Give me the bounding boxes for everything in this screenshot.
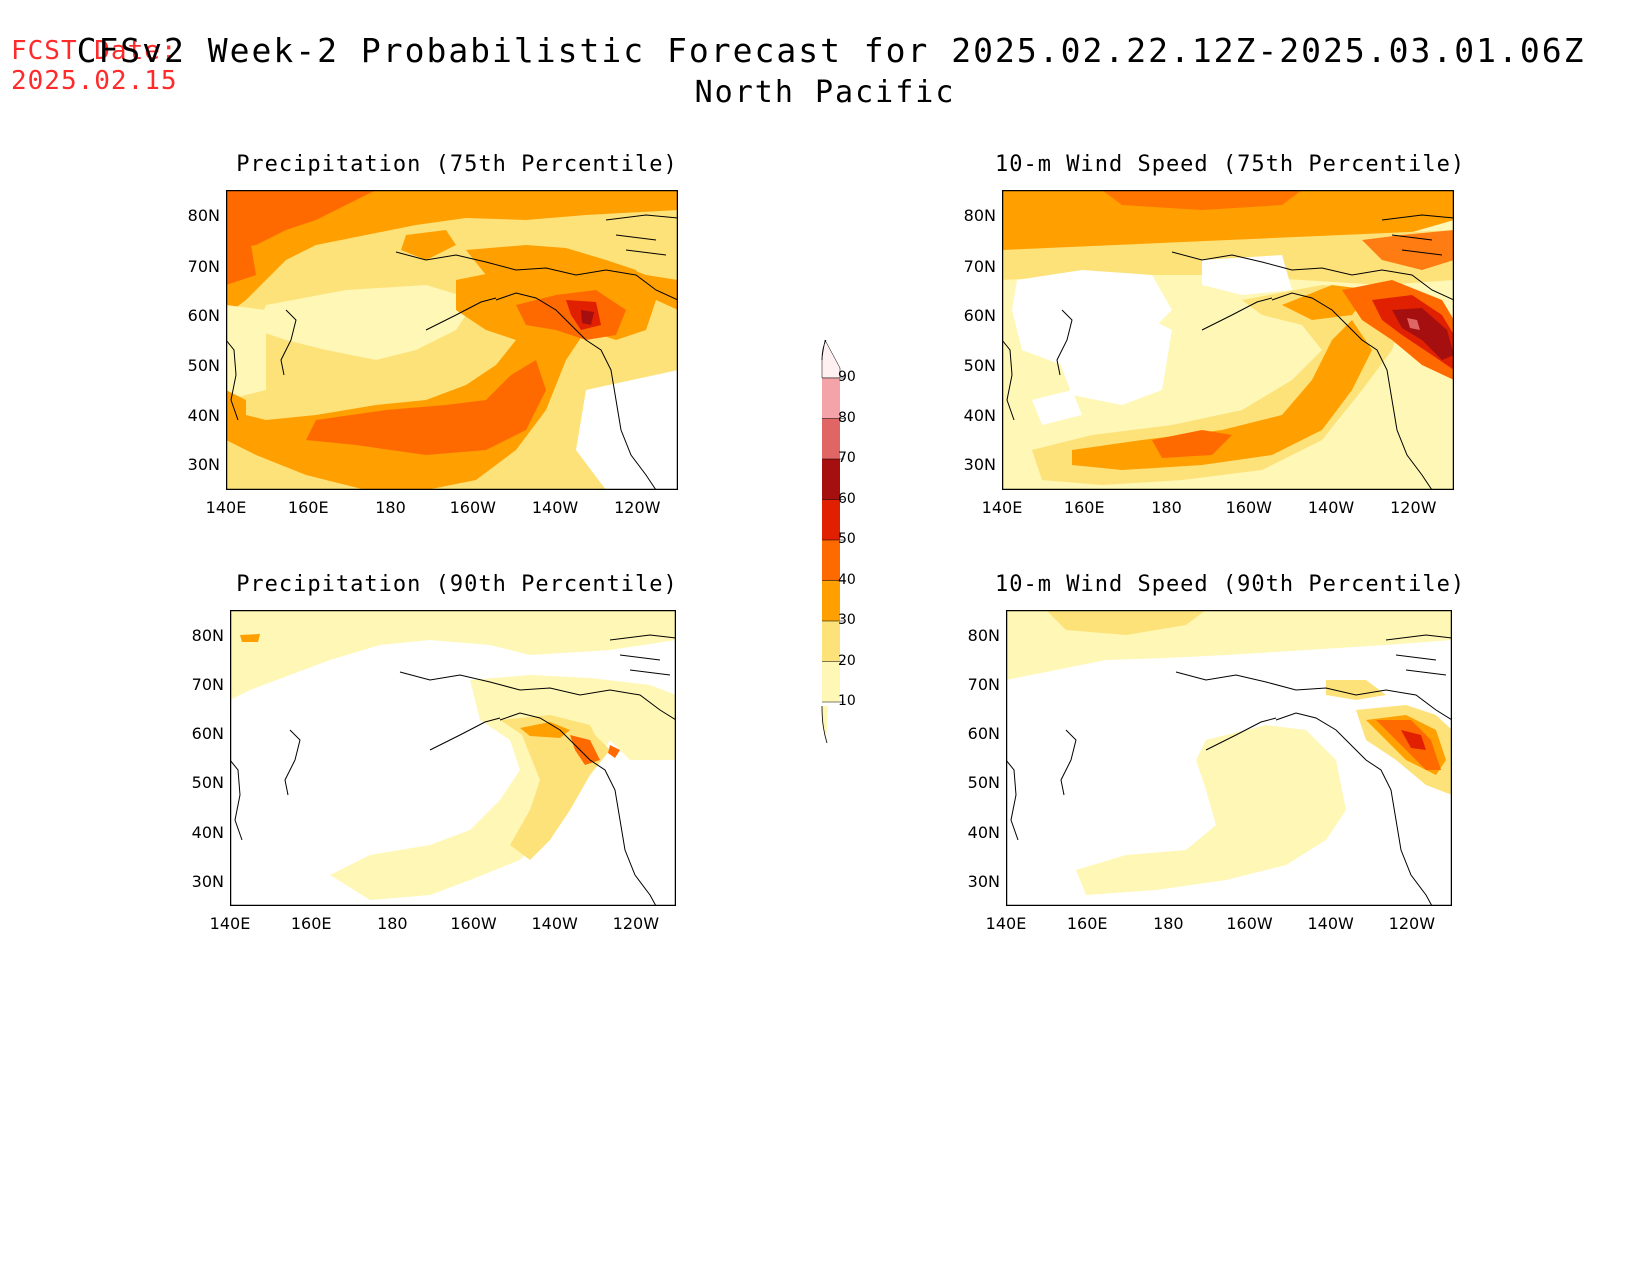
- panel-title-precip90: Precipitation (90th Percentile): [236, 572, 678, 597]
- lat-label-precip75: 50N: [187, 355, 220, 375]
- colorbar-swatch: [822, 378, 840, 419]
- lon-label-wind75: 180: [1151, 498, 1182, 517]
- map-precip90: [230, 610, 676, 906]
- lon-label-wind75: 140E: [981, 498, 1023, 517]
- colorbar-label: 10: [838, 693, 856, 709]
- lon-label-wind90: 140E: [985, 914, 1027, 933]
- map-wind90: [1006, 610, 1452, 906]
- lat-label-wind90: 70N: [967, 675, 1000, 695]
- lat-label-precip90: 70N: [191, 675, 224, 695]
- lat-label-wind90: 60N: [967, 724, 1000, 744]
- lat-label-wind90: 80N: [967, 626, 1000, 646]
- lon-label-wind75: 160E: [1063, 498, 1105, 517]
- lon-label-wind90: 160W: [1226, 914, 1273, 933]
- lat-label-wind75: 80N: [963, 206, 996, 226]
- panel-title-wind90: 10-m Wind Speed (90th Percentile): [995, 572, 1466, 597]
- colorbar-label: 60: [838, 490, 856, 507]
- lon-label-precip90: 140E: [209, 914, 251, 933]
- colorbar-label: 70: [838, 450, 856, 466]
- colorbar-swatch: [822, 661, 840, 702]
- lat-label-precip75: 40N: [187, 405, 220, 425]
- lat-label-wind90: 40N: [967, 822, 1000, 842]
- lat-label-wind90: 50N: [967, 773, 1000, 793]
- fcst-label: FCST Date:: [11, 36, 178, 66]
- lat-label-wind75: 70N: [963, 256, 996, 276]
- lat-label-precip90: 60N: [191, 724, 224, 744]
- colorbar-label: 40: [838, 571, 856, 588]
- lat-label-precip90: 80N: [191, 626, 224, 646]
- lon-label-precip75: 140W: [531, 498, 579, 517]
- lon-label-precip90: 160W: [450, 914, 497, 933]
- lon-label-precip75: 160E: [287, 498, 329, 517]
- lat-label-wind75: 50N: [963, 355, 996, 375]
- map-precip75: [226, 190, 678, 490]
- lon-label-precip90: 180: [377, 914, 408, 933]
- colorbar-swatches: [822, 377, 844, 703]
- title-line-1: CFSv2 Week-2 Probabilistic Forecast for …: [76, 31, 1586, 70]
- lat-label-wind90: 30N: [967, 871, 1000, 891]
- lon-label-wind90: 140W: [1307, 914, 1354, 933]
- lat-label-precip75: 70N: [187, 256, 220, 276]
- colorbar-label: 20: [838, 652, 856, 669]
- colorbar: [821, 339, 844, 744]
- lon-label-wind90: 120W: [1388, 914, 1436, 933]
- lat-label-precip75: 30N: [187, 455, 220, 475]
- lat-label-wind75: 40N: [963, 405, 996, 425]
- lat-label-wind75: 60N: [963, 306, 996, 325]
- lat-label-precip75: 60N: [187, 306, 220, 325]
- lat-label-precip90: 40N: [191, 822, 224, 842]
- lon-label-precip75: 160W: [449, 498, 496, 517]
- colorbar-label: 50: [838, 531, 856, 547]
- colorbar-swatch: [822, 499, 840, 540]
- title-line-2: North Pacific: [694, 75, 956, 110]
- lon-label-wind75: 160W: [1225, 498, 1272, 517]
- lon-label-wind90: 180: [1153, 914, 1184, 933]
- fcst-date: 2025.02.15: [11, 66, 178, 96]
- lon-label-wind75: 120W: [1390, 498, 1437, 517]
- colorbar-label: 30: [838, 612, 856, 628]
- panel-title-precip75: Precipitation (75th Percentile): [236, 152, 678, 177]
- colorbar-swatch: [822, 540, 840, 581]
- colorbar-swatch: [822, 418, 840, 459]
- lon-label-precip75: 120W: [614, 498, 661, 517]
- lat-label-precip90: 50N: [191, 773, 224, 793]
- lon-label-wind75: 140W: [1307, 498, 1355, 517]
- lat-label-precip75: 80N: [187, 206, 220, 226]
- colorbar-label: 80: [838, 409, 856, 426]
- colorbar-label: 90: [838, 369, 856, 385]
- lat-label-precip90: 30N: [191, 871, 224, 891]
- lon-label-precip90: 120W: [612, 914, 660, 933]
- coastline: [226, 214, 678, 490]
- lon-label-precip75: 180: [375, 498, 406, 517]
- forecast-date-label: FCST Date: 2025.02.15: [11, 36, 178, 96]
- lon-label-precip75: 140E: [205, 498, 247, 517]
- lon-label-precip90: 140W: [531, 914, 578, 933]
- page-title: CFSv2 Week-2 Probabilistic Forecast for …: [0, 30, 1650, 114]
- lon-label-wind90: 160E: [1066, 914, 1108, 933]
- lon-label-precip90: 160E: [290, 914, 332, 933]
- colorbar-swatch: [822, 580, 840, 621]
- panel-title-wind75: 10-m Wind Speed (75th Percentile): [995, 152, 1466, 177]
- map-wind75: [1002, 190, 1454, 490]
- colorbar-swatch: [822, 621, 840, 662]
- lat-label-wind75: 30N: [963, 455, 996, 475]
- colorbar-swatch: [822, 459, 840, 500]
